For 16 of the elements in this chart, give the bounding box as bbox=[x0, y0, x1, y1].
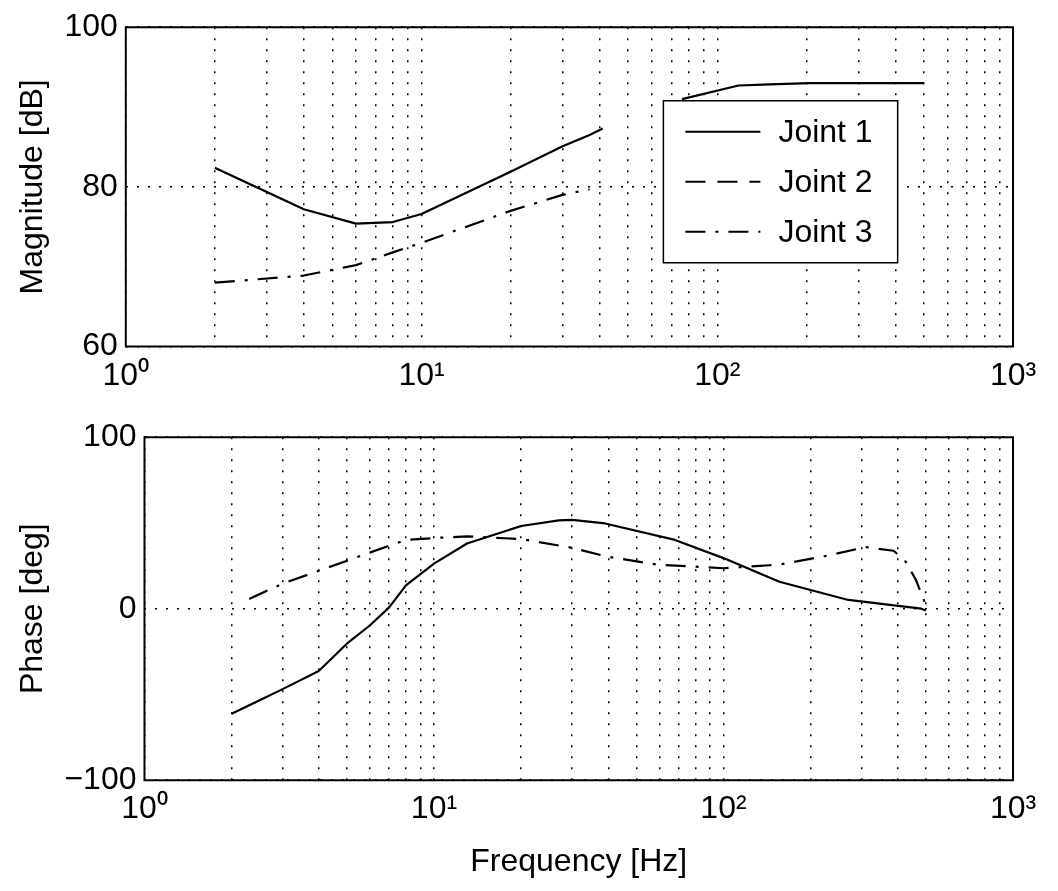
y-tick-label: 0 bbox=[118, 588, 137, 625]
legend-label: Joint 2 bbox=[778, 163, 873, 200]
y-tick-label: 100 bbox=[83, 417, 137, 454]
legend-label: Joint 3 bbox=[778, 213, 873, 250]
x-tick-label: 10² bbox=[700, 789, 747, 826]
x-tick-label: 10³ bbox=[989, 355, 1037, 392]
x-tick-label: 10¹ bbox=[410, 789, 458, 826]
legend-label: Joint 1 bbox=[778, 113, 873, 150]
x-tick-label: 10² bbox=[694, 355, 741, 392]
x-axis-title: Frequency [Hz] bbox=[470, 841, 688, 878]
x-tick-label: 10¹ bbox=[398, 355, 445, 392]
y-axis-title: Phase [deg] bbox=[13, 523, 50, 695]
y-tick-label: 80 bbox=[82, 166, 118, 203]
y-tick-label: 100 bbox=[64, 7, 118, 44]
x-tick-label: 10³ bbox=[989, 789, 1037, 826]
y-axis-title: Magnitude [dB] bbox=[13, 79, 50, 295]
